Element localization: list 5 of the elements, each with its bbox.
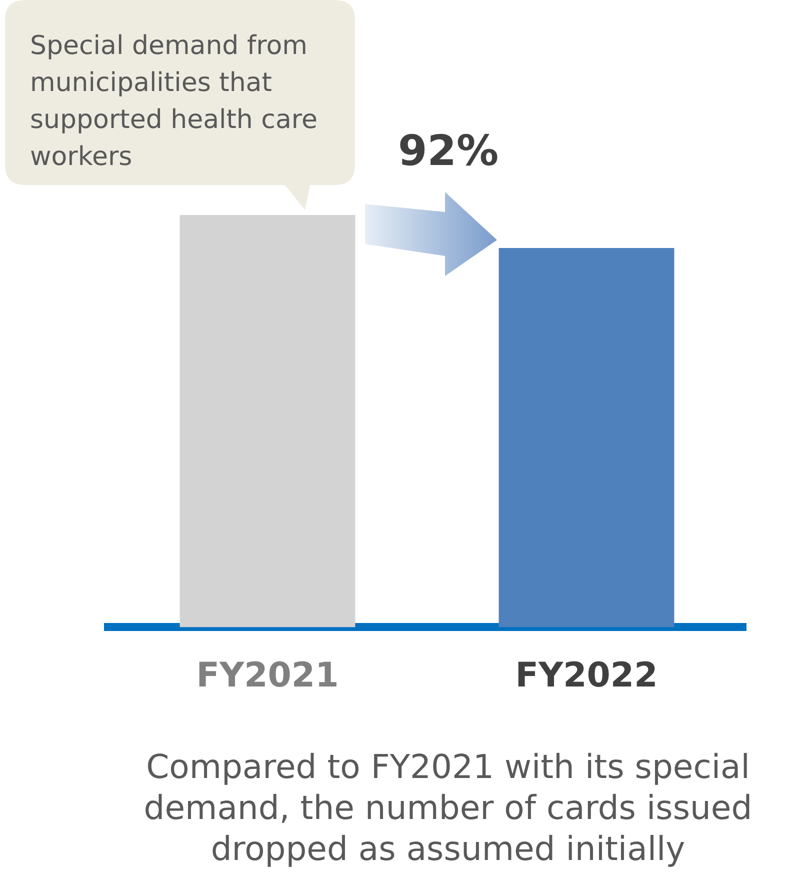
x-tick-label: FY2022 — [515, 655, 658, 696]
text: Special demand from municipalities that supported health care workers — [30, 30, 318, 174]
x-tick-label: FY2021 — [196, 655, 339, 696]
text: Compared to FY2021 with its special demand, the number of cards issued dropped as assumed initially — [142, 746, 754, 869]
text: 92% — [398, 126, 499, 175]
